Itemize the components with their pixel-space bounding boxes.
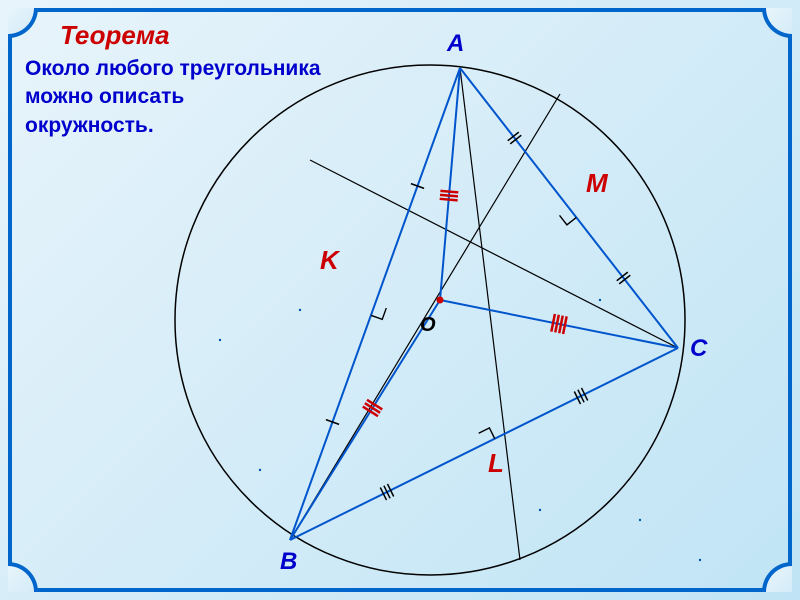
- label-B: В: [280, 548, 297, 576]
- label-K: K: [320, 245, 339, 276]
- label-M: M: [586, 168, 608, 199]
- label-C: С: [690, 335, 707, 363]
- geometry-diagram: [0, 0, 800, 600]
- label-O: О: [420, 314, 436, 337]
- label-A: А: [447, 30, 464, 58]
- label-L: L: [488, 448, 504, 479]
